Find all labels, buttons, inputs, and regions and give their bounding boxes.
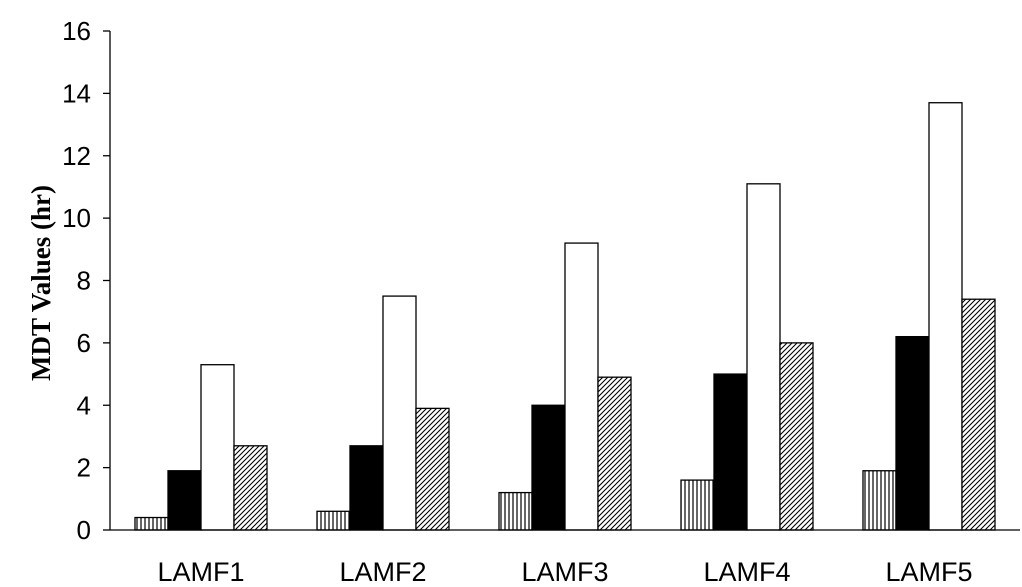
x-category-label: LAMF4 [703, 557, 790, 587]
y-tick-label: 0 [77, 515, 91, 545]
y-tick-label: 10 [62, 203, 91, 233]
y-axis-title-group: MDT Values (hr) [26, 185, 56, 381]
bar-lamf2-series-3 [382, 295, 417, 531]
bar-lamf1-series-2 [167, 470, 202, 531]
bar-lamf2-series-2 [349, 445, 384, 531]
x-category-label: LAMF3 [521, 557, 608, 587]
y-tick-label: 14 [62, 78, 91, 108]
x-category-label: LAMF2 [339, 557, 426, 587]
y-axis-title: MDT Values (hr) [26, 185, 56, 381]
y-tick-label: 12 [62, 141, 91, 171]
y-tick-label: 4 [77, 390, 91, 420]
x-axis-category-labels: LAMF1 LAMF2 LAMF3 LAMF4 LAMF5 [157, 557, 972, 587]
bar-lamf1-series-4 [233, 445, 268, 531]
y-tick-label: 6 [77, 328, 91, 358]
bar-lamf2-series-4 [415, 407, 450, 531]
bar-lamf3-series-2 [531, 404, 566, 531]
bar-lamf3-series-3 [564, 242, 599, 531]
y-tick-label: 2 [77, 453, 91, 483]
bar-lamf4-series-4 [779, 342, 814, 531]
y-axis-ticks: 0 2 4 6 8 10 12 14 16 [62, 16, 110, 545]
bar-lamf5-series-1 [862, 470, 897, 531]
y-tick-label: 16 [62, 16, 91, 46]
bar-lamf4-series-3 [746, 183, 781, 531]
bar-lamf4-series-2 [713, 373, 748, 531]
bar-lamf5-series-4 [961, 298, 996, 531]
bar-lamf1-series-1 [134, 516, 169, 531]
y-tick-label: 8 [77, 266, 91, 296]
x-category-label: LAMF1 [157, 557, 244, 587]
bar-lamf1-series-3 [200, 364, 235, 531]
bar-lamf3-series-1 [498, 491, 533, 531]
bar-lamf3-series-4 [597, 376, 632, 531]
bar-lamf4-series-1 [680, 479, 715, 531]
bars [134, 102, 996, 531]
bar-lamf5-series-2 [895, 335, 930, 531]
x-category-label: LAMF5 [885, 557, 972, 587]
bar-lamf5-series-3 [928, 102, 963, 531]
bar-lamf2-series-1 [316, 510, 351, 531]
